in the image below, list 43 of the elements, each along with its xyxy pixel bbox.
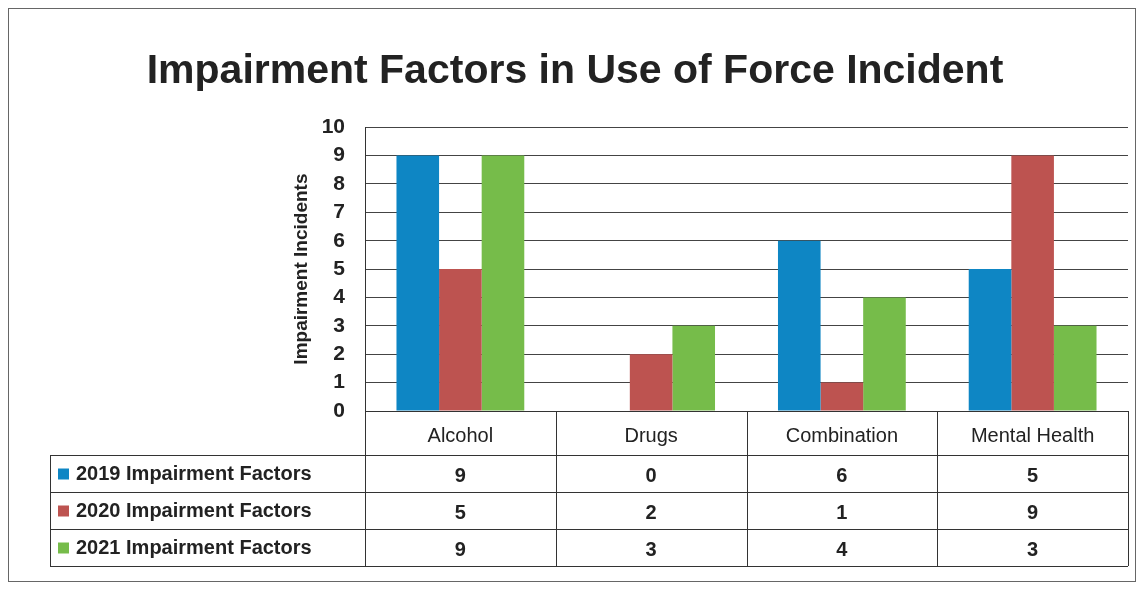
bar xyxy=(820,382,864,411)
y-tick-label: 10 xyxy=(321,114,345,137)
data-label: 3 xyxy=(645,538,657,561)
data-label: 3 xyxy=(1027,538,1039,561)
data-label: 9 xyxy=(454,538,466,561)
y-tick-label: 0 xyxy=(333,397,345,421)
data-label: 5 xyxy=(454,501,466,524)
chart-title: Impairment Factors in Use of Force Incident xyxy=(146,45,1004,92)
data-label: 6 xyxy=(836,464,848,487)
bar xyxy=(968,269,1012,411)
x-tick-label: Alcohol xyxy=(427,423,494,446)
y-tick-label: 7 xyxy=(333,199,345,223)
y-tick-label: 9 xyxy=(333,142,345,166)
x-tick-label: Mental Health xyxy=(970,423,1095,446)
data-label: 2 xyxy=(645,501,657,524)
legend-label: 2021 Impairment Factors xyxy=(76,536,312,559)
y-tick-label: 4 xyxy=(333,284,346,308)
y-tick-label: 8 xyxy=(333,170,346,194)
y-tick-label: 5 xyxy=(333,255,346,279)
y-tick-label: 1 xyxy=(333,369,346,393)
legend-label: 2020 Impairment Factors xyxy=(76,499,312,522)
data-label: 4 xyxy=(836,538,849,561)
bar xyxy=(777,240,821,411)
y-tick-label: 6 xyxy=(333,227,345,251)
y-tick-label: 2 xyxy=(333,341,345,365)
data-label: 0 xyxy=(645,464,657,487)
x-tick-label: Drugs xyxy=(624,423,678,446)
data-label: 9 xyxy=(454,464,466,487)
bar xyxy=(439,269,482,411)
legend-label: 2019 Impairment Factors xyxy=(76,462,312,485)
bar xyxy=(481,155,525,411)
data-label: 9 xyxy=(1027,501,1039,524)
bar xyxy=(672,325,716,411)
y-tick-label: 3 xyxy=(333,312,345,336)
bar xyxy=(1011,155,1054,411)
data-label: 5 xyxy=(1027,464,1039,487)
bar xyxy=(629,354,673,411)
bar xyxy=(1053,325,1097,411)
bar xyxy=(863,297,906,411)
x-tick-label: Combination xyxy=(785,423,899,446)
bar xyxy=(396,155,440,411)
y-axis-title: Impairment Incidents xyxy=(289,173,311,365)
data-label: 1 xyxy=(836,501,848,524)
